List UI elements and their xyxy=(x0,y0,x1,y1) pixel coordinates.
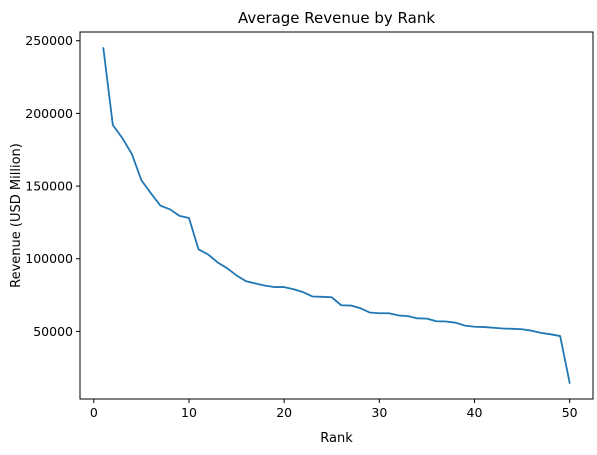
x-tick-label: 20 xyxy=(276,405,292,420)
x-tick-label: 50 xyxy=(562,405,578,420)
y-axis-ticks: 50000 100000 150000 200000 250000 xyxy=(25,33,80,339)
y-axis-title: Revenue (USD Million) xyxy=(9,143,24,288)
series-group xyxy=(102,47,571,384)
x-axis-title: Rank xyxy=(320,431,353,446)
plot-frame xyxy=(79,31,594,400)
y-tick-label: 250000 xyxy=(25,33,73,48)
x-tick-label: 10 xyxy=(181,405,197,420)
x-tick-label: 0 xyxy=(90,405,98,420)
chart-title: Average Revenue by Rank xyxy=(238,9,435,27)
y-tick-label: 50000 xyxy=(33,324,73,339)
x-tick-label: 30 xyxy=(371,405,387,420)
x-axis-ticks: 0 10 20 30 40 50 xyxy=(90,399,578,420)
y-tick-label: 150000 xyxy=(25,179,73,194)
revenue-series-line xyxy=(102,47,571,384)
y-tick-label: 200000 xyxy=(25,106,73,121)
plot-area xyxy=(79,31,594,400)
x-tick-label: 40 xyxy=(467,405,483,420)
y-tick-label: 100000 xyxy=(25,251,73,266)
